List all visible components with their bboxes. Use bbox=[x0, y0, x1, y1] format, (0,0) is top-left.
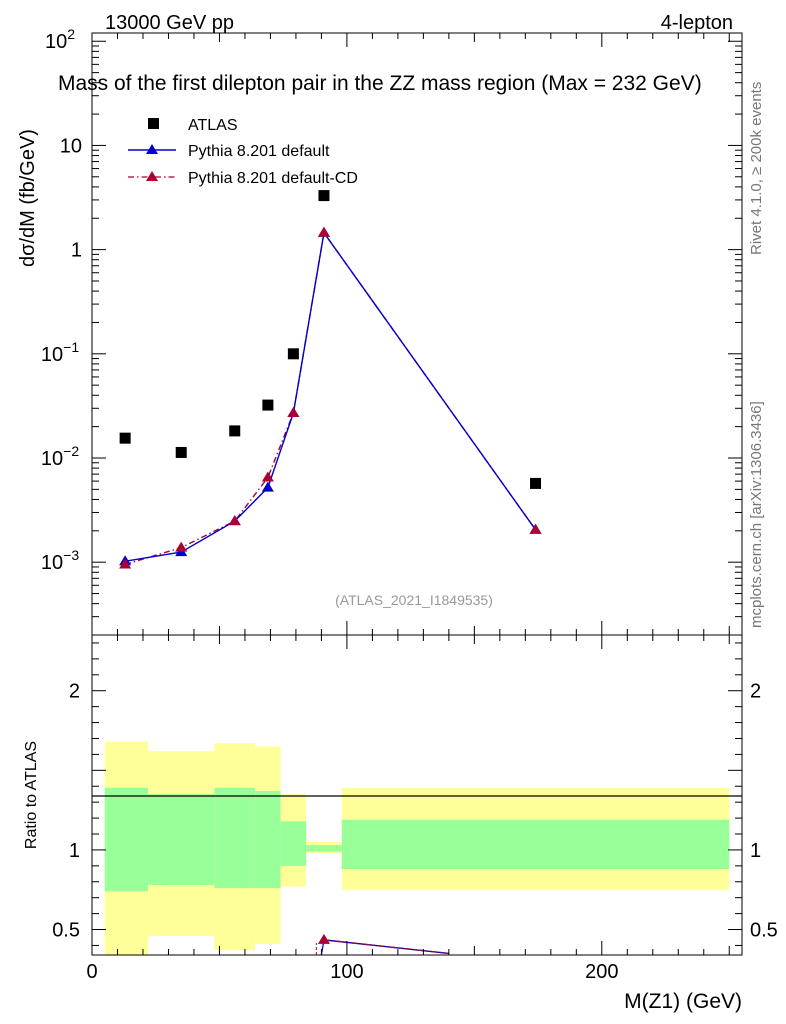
atlas-data-point bbox=[262, 399, 274, 411]
ratio-uncertainty-bands bbox=[104, 741, 730, 955]
atlas-data-point bbox=[119, 432, 131, 444]
y-tick-label-base: 10 bbox=[41, 344, 63, 366]
y-tick-label-exponent: 2 bbox=[67, 26, 75, 42]
y-tick-label-base: 10 bbox=[45, 31, 67, 53]
y-tick-label-exponent: −2 bbox=[63, 443, 79, 459]
y-axis-label: dσ/dM (fb/GeV) bbox=[17, 129, 39, 267]
pythia-cd-point bbox=[228, 515, 241, 526]
ratio-y-tick-label-right: 2 bbox=[750, 681, 761, 703]
ratio-y-axis-label: Ratio to ATLAS bbox=[23, 741, 40, 849]
ratio-pythia-cd-line bbox=[323, 939, 449, 955]
main-plot-series bbox=[119, 190, 542, 569]
atlas-data-point bbox=[175, 446, 187, 458]
main-plot-ticks bbox=[91, 33, 742, 636]
y-tick-label-exponent: −1 bbox=[63, 339, 79, 355]
ratio-inner-band bbox=[214, 787, 256, 889]
legend-default-marker bbox=[146, 144, 158, 154]
y-tick-label-exponent: −3 bbox=[63, 547, 79, 563]
y-tick-label: 10−1 bbox=[41, 339, 79, 366]
plot-title: Mass of the first dilepton pair in the Z… bbox=[58, 72, 702, 95]
y-tick-label: 1 bbox=[71, 240, 82, 262]
atlas-data-point bbox=[229, 425, 241, 437]
y-tick-label: 10 bbox=[60, 135, 82, 157]
series-pythia-default-line bbox=[125, 231, 537, 562]
ratio-y-tick-label-right: 0.5 bbox=[750, 920, 778, 942]
pythia-default-point bbox=[261, 481, 274, 492]
ratio-plot-frame bbox=[91, 634, 743, 956]
ratio-plot-ticks bbox=[91, 635, 742, 955]
series-pythia-cd-line bbox=[124, 231, 537, 566]
y-tick-label: 10−3 bbox=[41, 547, 79, 574]
mcplots-label: mcplots.cern.ch [arXiv:1306.3436] bbox=[748, 401, 765, 628]
watermark: (ATLAS_2021_I1849535) bbox=[335, 592, 493, 608]
legend-default-label: Pythia 8.201 default bbox=[188, 143, 330, 160]
ratio-y-tick-label-left: 2 bbox=[69, 681, 80, 703]
ratio-inner-band bbox=[255, 791, 281, 889]
ratio-y-tick-label-left: 0.5 bbox=[52, 920, 80, 942]
legend-cd-label: Pythia 8.201 default-CD bbox=[188, 170, 358, 187]
legend-atlas-label: ATLAS bbox=[188, 117, 238, 134]
pythia-cd-point bbox=[175, 541, 188, 552]
y-tick-label-base: 10 bbox=[41, 448, 63, 470]
pythia-cd-point bbox=[287, 407, 300, 418]
pythia-cd-point bbox=[119, 558, 132, 569]
header-process-label: 4-lepton bbox=[661, 12, 733, 34]
y-tick-label: 10−2 bbox=[41, 443, 79, 470]
ratio-y-tick-label-right: 1 bbox=[750, 840, 761, 862]
atlas-data-point bbox=[318, 190, 330, 202]
x-axis-label: M(Z1) (GeV) bbox=[624, 990, 742, 1013]
y-tick-label-base: 10 bbox=[41, 552, 63, 574]
legend-atlas-marker bbox=[148, 118, 159, 129]
atlas-data-point bbox=[530, 477, 542, 489]
pythia-cd-point bbox=[529, 523, 542, 534]
atlas-data-point bbox=[287, 348, 299, 360]
ratio-inner-band bbox=[104, 787, 149, 892]
ratio-inner-band bbox=[341, 819, 730, 870]
y-tick-label: 102 bbox=[45, 26, 75, 53]
ratio-pythia-cd-point bbox=[317, 933, 330, 944]
legend: ATLAS Pythia 8.201 default Pythia 8.201 … bbox=[128, 117, 358, 187]
ratio-y-tick-labels: 2 2 1 1 0.5 0.5 bbox=[52, 681, 778, 942]
legend-cd-marker bbox=[146, 171, 158, 181]
rivet-version-label: Rivet 4.1.0, ≥ 200k events bbox=[748, 82, 765, 255]
pythia-cd-point bbox=[317, 226, 330, 237]
pythia-cd-point bbox=[261, 471, 274, 482]
ratio-series bbox=[315, 933, 449, 956]
x-tick-labels: 0 100 200 bbox=[86, 961, 618, 983]
ratio-plot: 2 2 1 1 0.5 0.5 0 100 200 Ratio to ATLAS M(Z1) … bbox=[23, 634, 778, 1013]
x-tick-label: 0 bbox=[86, 961, 97, 983]
header-energy-label: 13000 GeV pp bbox=[105, 12, 234, 34]
ratio-inner-band bbox=[306, 845, 342, 852]
ratio-y-tick-label-left: 1 bbox=[69, 840, 80, 862]
ratio-inner-band bbox=[280, 821, 307, 866]
x-tick-label: 100 bbox=[330, 961, 363, 983]
ratio-inner-band bbox=[148, 794, 215, 885]
x-tick-label: 200 bbox=[585, 961, 618, 983]
